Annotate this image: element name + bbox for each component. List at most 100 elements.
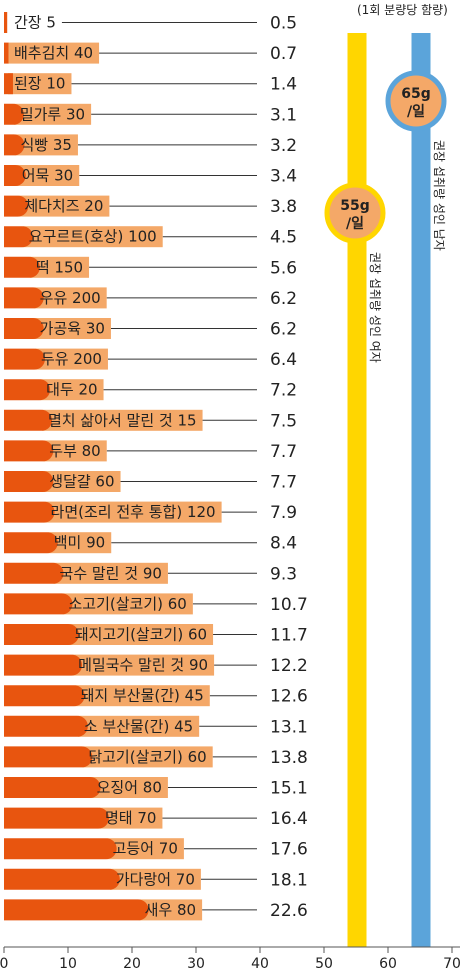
bar-row: 가다랑어 70 18.1 — [4, 868, 308, 890]
category-label: 밀가루 30 — [20, 105, 85, 123]
bar — [4, 287, 44, 309]
category-label: 오징어 80 — [97, 779, 162, 797]
bar-row: 밀가루 30 3.1 — [4, 103, 297, 125]
category-label: 백미 90 — [54, 534, 105, 552]
reference-badge-value-55: 55g — [340, 198, 370, 214]
bar — [4, 807, 109, 829]
value-label: 8.4 — [270, 534, 297, 554]
value-label: 7.9 — [270, 503, 297, 523]
bar — [4, 256, 40, 278]
value-label: 7.5 — [270, 411, 297, 431]
category-label-bg — [72, 654, 215, 676]
x-tick-label: 0 — [0, 956, 8, 972]
category-label: 배추김치 40 — [14, 44, 93, 62]
value-label: 13.8 — [270, 748, 308, 768]
bar — [4, 440, 54, 462]
bar-row: 어묵 30 3.4 — [4, 165, 297, 187]
x-tick-label: 10 — [59, 956, 77, 972]
bar — [4, 501, 55, 523]
bar — [4, 379, 51, 401]
category-label-bg — [106, 838, 184, 860]
bar-row: 메밀국수 말린 것 90 12.2 — [4, 654, 308, 676]
category-label: 명태 70 — [105, 809, 156, 827]
value-label: 6.2 — [270, 289, 297, 309]
value-label: 11.7 — [270, 626, 308, 646]
bar — [4, 777, 101, 798]
value-label: 0.5 — [270, 14, 297, 34]
category-label: 가공육 30 — [40, 320, 105, 338]
category-label: 대두 20 — [46, 381, 97, 399]
category-label: 생달걀 60 — [49, 473, 114, 491]
category-label-bg — [44, 501, 222, 523]
bar — [4, 348, 45, 370]
bar-row: 소 부산물(간) 45 13.1 — [4, 715, 308, 737]
category-label: 고등어 70 — [113, 840, 178, 858]
reference-badge-value-65: 65g — [401, 86, 431, 102]
x-tick-label: 70 — [443, 956, 461, 972]
value-label: 3.8 — [270, 197, 297, 217]
x-tick-label: 60 — [379, 956, 397, 972]
category-label: 체다치즈 20 — [24, 197, 103, 215]
value-label: 7.7 — [270, 473, 297, 493]
bar-row: 명태 70 16.4 — [4, 807, 308, 829]
category-label: 돼지 부산물(간) 45 — [81, 687, 204, 705]
value-label: 4.5 — [270, 228, 297, 248]
category-label-bg — [74, 685, 210, 707]
category-label-bg — [62, 593, 193, 615]
x-tick-label: 30 — [187, 956, 205, 972]
bar-row: 새우 80 22.6 — [4, 899, 308, 921]
category-label-bg — [13, 103, 92, 125]
bar — [4, 195, 29, 217]
category-label: 된장 10 — [14, 75, 65, 93]
bar — [4, 471, 54, 492]
x-tick-label: 50 — [315, 956, 333, 972]
bar-row: 우유 200 6.2 — [4, 287, 297, 309]
bar-row: 체다치즈 20 3.8 — [4, 195, 297, 217]
value-label: 3.1 — [270, 105, 297, 125]
category-label-bg — [8, 73, 72, 95]
value-label: 6.2 — [270, 320, 297, 340]
reference-badge-65 — [385, 70, 447, 132]
category-label: 닭고기(살코기) 60 — [88, 748, 206, 766]
category-label-bg — [77, 715, 200, 737]
category-label: 새우 80 — [145, 901, 196, 919]
value-label: 3.4 — [270, 167, 297, 187]
value-label: 12.6 — [270, 687, 308, 707]
value-label: 7.2 — [270, 381, 297, 401]
bar-row: 고등어 70 17.6 — [4, 838, 308, 860]
category-label-bg — [68, 624, 214, 645]
value-label: 13.1 — [270, 717, 308, 737]
category-label-bg — [29, 256, 90, 278]
bar-row: 돼지 부산물(간) 45 12.6 — [4, 685, 308, 707]
category-label-bg — [34, 348, 108, 370]
bar — [4, 532, 58, 554]
category-label-bg — [18, 195, 110, 217]
bar-row: 된장 10 1.4 — [4, 73, 297, 95]
bar — [4, 409, 52, 431]
value-label: 10.7 — [270, 595, 308, 615]
value-label: 0.7 — [270, 44, 297, 64]
category-label-bg — [109, 868, 201, 890]
bar — [4, 226, 33, 248]
bar-row: 생달걀 60 7.7 — [4, 471, 297, 493]
x-tick-label: 20 — [123, 956, 141, 972]
bar — [4, 746, 93, 768]
reference-badge-unit-55: /일 — [346, 216, 364, 232]
category-label: 떡 150 — [36, 258, 83, 276]
bar-row: 닭고기(살코기) 60 13.8 — [4, 746, 308, 768]
bar — [4, 103, 24, 125]
bar-row: 멸치 삶아서 말린 것 15 7.5 — [4, 409, 297, 431]
reference-line-55 — [347, 33, 367, 947]
bar — [4, 73, 13, 95]
category-label: 소고기(살코기) 60 — [68, 595, 186, 613]
reference-badge-55 — [324, 182, 386, 244]
bar — [4, 838, 117, 860]
category-label-bg — [47, 532, 112, 554]
bar-row: 두유 200 6.4 — [4, 348, 297, 370]
bar-row: 간장 5 0.5 — [4, 12, 297, 34]
bar — [4, 685, 85, 707]
category-label-bg — [82, 746, 213, 768]
value-label: 3.2 — [270, 136, 297, 156]
